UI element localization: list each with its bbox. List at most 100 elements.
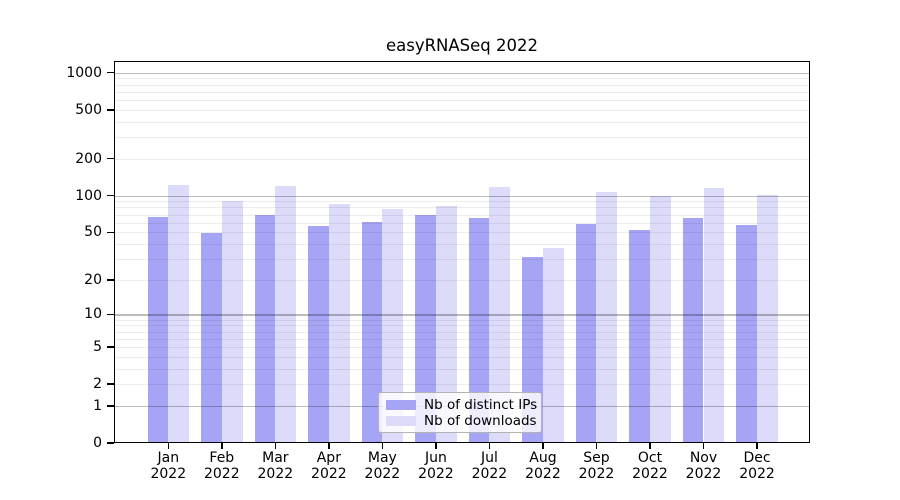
y-tick-mark — [107, 442, 114, 444]
minor-gridline — [114, 346, 810, 348]
legend-label: Nb of downloads — [424, 413, 537, 429]
x-tick-mark — [381, 443, 384, 449]
bar-mar-distinct-ips — [254, 214, 276, 443]
bar-jan-downloads — [168, 184, 190, 443]
bar-aug-downloads — [542, 248, 564, 443]
x-tick-label: Mar 2022 — [257, 450, 294, 482]
y-tick-mark — [107, 109, 114, 111]
bar-jun-downloads — [435, 206, 457, 443]
x-tick-mark — [595, 443, 598, 449]
y-tick-label: 20 — [84, 271, 102, 288]
x-tick-label: Nov 2022 — [685, 450, 722, 482]
minor-gridline — [114, 84, 810, 86]
bar-nov-downloads — [703, 188, 725, 443]
y-tick-mark — [107, 313, 114, 316]
major-gridline — [114, 195, 810, 197]
y-tick-label: 1000 — [66, 64, 102, 81]
chart-title: easyRNASeq 2022 — [385, 36, 539, 55]
minor-gridline — [114, 319, 810, 321]
minor-gridline — [114, 78, 810, 80]
x-tick-label: Dec 2022 — [739, 450, 775, 482]
y-tick-label: 0 — [93, 435, 102, 451]
minor-gridline — [114, 279, 810, 281]
bar-nov-distinct-ips — [682, 217, 704, 443]
minor-gridline — [114, 207, 810, 209]
x-tick-label: Aug 2022 — [525, 450, 561, 482]
x-tick-mark — [756, 443, 758, 449]
y-tick-label: 1 — [93, 397, 102, 414]
minor-gridline — [114, 121, 810, 123]
legend-swatch-icon — [386, 416, 416, 426]
minor-gridline — [114, 222, 810, 224]
x-tick-mark — [274, 443, 277, 449]
x-tick-label: Oct 2022 — [632, 450, 668, 482]
bar-jul-downloads — [489, 187, 511, 443]
y-tick-mark — [107, 405, 114, 407]
legend-label: Nb of distinct IPs — [424, 397, 538, 413]
x-tick-mark — [435, 443, 437, 449]
y-tick-mark — [107, 279, 114, 281]
x-tick-mark — [221, 443, 223, 449]
y-tick-mark — [107, 231, 114, 233]
x-tick-mark — [542, 443, 544, 449]
minor-gridline — [114, 158, 810, 160]
x-tick-label: May 2022 — [364, 450, 401, 482]
legend-swatch-icon — [386, 400, 416, 410]
minor-gridline — [114, 137, 810, 139]
minor-gridline — [114, 338, 810, 340]
minor-gridline — [114, 325, 810, 327]
bar-sep-downloads — [596, 191, 618, 443]
major-gridline — [114, 314, 810, 316]
minor-gridline — [114, 232, 810, 234]
x-tick-label: Jul 2022 — [471, 450, 508, 482]
y-tick-mark — [107, 72, 114, 74]
minor-gridline — [114, 201, 810, 203]
legend-item: Nb of downloads — [379, 413, 541, 429]
minor-gridline — [114, 243, 810, 245]
minor-gridline — [114, 109, 810, 111]
minor-gridline — [114, 384, 810, 386]
bar-oct-downloads — [649, 196, 671, 443]
x-tick-label: Jun 2022 — [418, 450, 454, 482]
major-gridline — [114, 72, 810, 74]
bar-feb-distinct-ips — [201, 233, 222, 443]
y-tick-label: 500 — [75, 101, 102, 118]
bar-feb-downloads — [221, 200, 243, 443]
bar-may-downloads — [382, 208, 404, 443]
bar-sep-distinct-ips — [575, 224, 597, 443]
minor-gridline — [114, 91, 810, 93]
minor-gridline — [114, 214, 810, 216]
x-tick-label: Feb 2022 — [203, 450, 240, 482]
y-tick-label: 50 — [84, 224, 102, 241]
y-tick-label: 2 — [93, 376, 102, 393]
minor-gridline — [114, 356, 810, 358]
x-tick-label: Sep 2022 — [578, 450, 615, 482]
bar-apr-downloads — [328, 204, 350, 443]
x-tick-mark — [488, 443, 491, 449]
y-tick-mark — [107, 194, 114, 197]
y-tick-label: 200 — [75, 150, 102, 167]
x-tick-mark — [167, 443, 169, 449]
y-tick-mark — [107, 158, 114, 160]
x-tick-mark — [328, 443, 330, 449]
bar-oct-distinct-ips — [629, 230, 650, 443]
x-tick-label: Apr 2022 — [311, 450, 347, 482]
y-tick-label: 10 — [84, 306, 102, 323]
minor-gridline — [114, 368, 810, 370]
bar-jun-distinct-ips — [415, 215, 436, 443]
y-tick-mark — [107, 383, 114, 385]
bar-mar-downloads — [275, 186, 297, 443]
minor-gridline — [114, 258, 810, 260]
bar-jul-distinct-ips — [468, 217, 490, 443]
x-tick-label: Jan 2022 — [150, 450, 187, 482]
bar-jan-distinct-ips — [147, 216, 169, 443]
legend-item: Nb of distinct IPs — [379, 397, 541, 413]
y-tick-label: 5 — [93, 338, 102, 355]
y-tick-mark — [107, 346, 114, 348]
bar-dec-distinct-ips — [736, 225, 758, 443]
bar-may-distinct-ips — [361, 221, 383, 443]
